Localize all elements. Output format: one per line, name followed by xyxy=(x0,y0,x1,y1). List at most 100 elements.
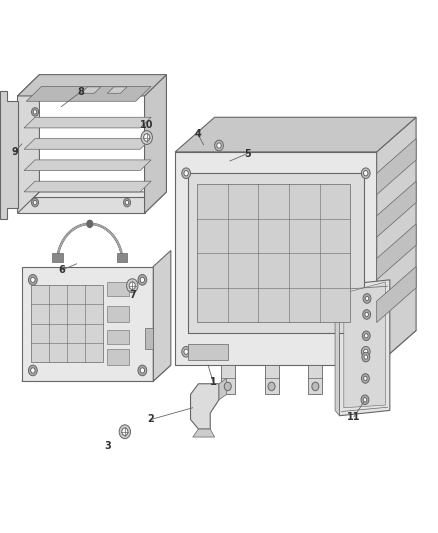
Circle shape xyxy=(32,198,39,207)
Text: 7: 7 xyxy=(129,290,136,300)
Text: 6: 6 xyxy=(58,265,65,275)
Polygon shape xyxy=(195,139,226,184)
Polygon shape xyxy=(52,253,63,262)
Polygon shape xyxy=(153,251,171,381)
Polygon shape xyxy=(175,330,416,365)
Text: 3: 3 xyxy=(104,441,111,451)
Circle shape xyxy=(140,277,145,282)
Circle shape xyxy=(364,349,368,354)
Polygon shape xyxy=(18,75,39,213)
Circle shape xyxy=(33,200,37,205)
Polygon shape xyxy=(22,365,171,381)
Polygon shape xyxy=(219,378,226,400)
Polygon shape xyxy=(26,86,151,101)
Polygon shape xyxy=(175,152,377,365)
Text: 2: 2 xyxy=(148,415,155,424)
Polygon shape xyxy=(308,365,322,394)
Text: 9: 9 xyxy=(11,147,18,157)
Polygon shape xyxy=(107,349,129,365)
Circle shape xyxy=(364,334,368,338)
Circle shape xyxy=(182,346,191,357)
Polygon shape xyxy=(0,91,18,219)
Circle shape xyxy=(364,376,367,381)
Circle shape xyxy=(224,382,231,391)
Polygon shape xyxy=(18,197,145,213)
Polygon shape xyxy=(188,344,228,360)
Polygon shape xyxy=(221,365,235,394)
Polygon shape xyxy=(24,139,151,149)
Polygon shape xyxy=(344,282,385,408)
Circle shape xyxy=(312,382,319,391)
Text: 8: 8 xyxy=(78,87,85,96)
Circle shape xyxy=(31,277,35,282)
Polygon shape xyxy=(81,87,101,93)
Polygon shape xyxy=(191,384,219,429)
Text: 11: 11 xyxy=(347,412,360,422)
Circle shape xyxy=(138,365,147,376)
Polygon shape xyxy=(335,285,339,416)
Circle shape xyxy=(361,395,369,405)
Polygon shape xyxy=(18,75,166,96)
Polygon shape xyxy=(195,139,219,152)
Circle shape xyxy=(124,198,131,207)
Circle shape xyxy=(28,365,37,376)
Polygon shape xyxy=(265,365,279,394)
Polygon shape xyxy=(377,266,416,322)
Circle shape xyxy=(28,274,37,285)
Polygon shape xyxy=(18,192,166,213)
Text: 5: 5 xyxy=(244,149,251,158)
Circle shape xyxy=(140,368,145,373)
Polygon shape xyxy=(117,253,127,262)
Polygon shape xyxy=(175,117,416,152)
Polygon shape xyxy=(24,117,151,128)
Circle shape xyxy=(363,398,367,402)
Polygon shape xyxy=(377,117,416,365)
Circle shape xyxy=(364,171,368,176)
Circle shape xyxy=(119,425,131,439)
Circle shape xyxy=(141,131,152,144)
Text: 4: 4 xyxy=(194,130,201,139)
Polygon shape xyxy=(188,173,364,333)
Circle shape xyxy=(33,110,37,114)
Circle shape xyxy=(87,220,93,228)
Circle shape xyxy=(362,352,370,362)
Polygon shape xyxy=(107,330,129,344)
Circle shape xyxy=(122,428,128,435)
Circle shape xyxy=(32,108,39,116)
Polygon shape xyxy=(377,224,416,280)
Polygon shape xyxy=(377,139,416,195)
Polygon shape xyxy=(24,181,151,192)
Circle shape xyxy=(215,140,223,151)
Text: 10: 10 xyxy=(140,120,153,130)
Circle shape xyxy=(184,349,188,354)
Circle shape xyxy=(365,312,368,317)
Polygon shape xyxy=(107,87,127,93)
Circle shape xyxy=(361,374,369,383)
Circle shape xyxy=(363,310,371,319)
Circle shape xyxy=(365,296,369,301)
Polygon shape xyxy=(193,429,215,437)
Circle shape xyxy=(364,355,367,359)
Circle shape xyxy=(31,368,35,373)
Circle shape xyxy=(361,168,370,179)
Circle shape xyxy=(182,168,191,179)
Polygon shape xyxy=(107,282,129,296)
Circle shape xyxy=(217,143,221,148)
Polygon shape xyxy=(377,181,416,237)
Circle shape xyxy=(144,134,150,141)
Circle shape xyxy=(363,294,371,303)
Circle shape xyxy=(129,282,135,289)
Circle shape xyxy=(125,200,129,205)
Polygon shape xyxy=(31,285,103,362)
Circle shape xyxy=(361,346,370,357)
Polygon shape xyxy=(197,184,350,322)
Circle shape xyxy=(138,274,147,285)
Polygon shape xyxy=(339,280,390,416)
Text: 1: 1 xyxy=(210,377,217,387)
Polygon shape xyxy=(145,75,166,213)
Circle shape xyxy=(127,279,138,293)
Circle shape xyxy=(268,382,275,391)
Polygon shape xyxy=(22,266,153,381)
Circle shape xyxy=(362,331,370,341)
Polygon shape xyxy=(145,328,153,349)
